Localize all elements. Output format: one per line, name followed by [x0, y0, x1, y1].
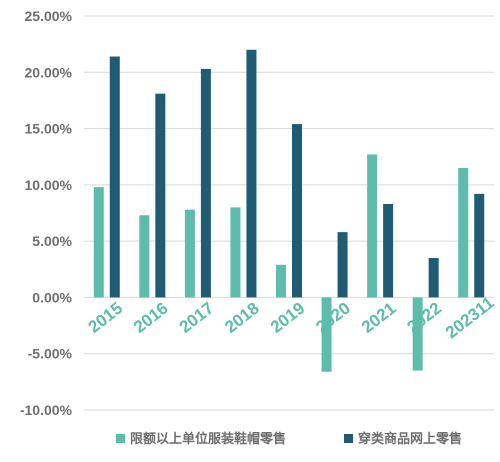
- y-tick-label: 20.00%: [25, 64, 73, 80]
- bar-series-2-2020: [337, 232, 348, 298]
- gridlines: [84, 15, 494, 411]
- x-category-label: 2015: [85, 299, 127, 337]
- x-category-label: 2021: [358, 299, 400, 337]
- y-axis-tick-labels: -10.00% -5.00% 0.00% 5.00% 10.00% 15.00% 20.00…: [20, 8, 73, 418]
- bar-series-1-2022: [412, 297, 423, 371]
- x-category-label: 202311: [442, 293, 498, 342]
- bars: [93, 49, 485, 372]
- bar-series-2-2016: [155, 93, 166, 298]
- legend-swatch: [344, 434, 353, 443]
- bar-series-2-2017: [200, 68, 211, 298]
- bar-series-1-2015: [93, 187, 104, 298]
- y-tick-label: 25.00%: [25, 8, 73, 24]
- legend: 限额以上单位服装鞋帽零售 穿类商品网上零售: [116, 431, 462, 447]
- bar-series-2-2015: [109, 56, 120, 298]
- bar-series-1-2017: [184, 209, 195, 298]
- y-tick-label: 0.00%: [32, 289, 72, 305]
- y-tick-label: -10.00%: [20, 402, 73, 418]
- y-tick-label: 10.00%: [25, 177, 73, 193]
- bar-series-1-2021: [367, 154, 378, 298]
- bar-series-1-2019: [276, 264, 286, 298]
- legend-label: 穿类商品网上零售: [358, 431, 462, 447]
- y-tick-label: 15.00%: [25, 121, 73, 137]
- bar-series-2-2018: [246, 49, 257, 298]
- bar-series-1-2020: [321, 297, 332, 372]
- bar-series-1-202311: [458, 167, 469, 298]
- bar-series-2-2019: [292, 124, 302, 298]
- bar-series-2-2021: [383, 203, 394, 298]
- bar-series-1-2018: [230, 207, 241, 298]
- x-category-label: 2017: [176, 299, 218, 337]
- bar-series-2-202311: [474, 193, 485, 298]
- legend-swatch: [116, 434, 125, 443]
- x-category-label: 2020: [312, 299, 354, 337]
- bar-series-2-2022: [428, 258, 439, 298]
- x-category-label: 2022: [404, 299, 446, 337]
- bar-series-1-2016: [139, 215, 150, 298]
- y-tick-label: -5.00%: [28, 346, 73, 362]
- y-tick-label: 5.00%: [32, 233, 72, 249]
- x-category-label: 2016: [130, 299, 172, 337]
- legend-label: 限额以上单位服装鞋帽零售: [130, 431, 286, 447]
- x-category-label: 2019: [267, 299, 309, 337]
- x-category-label: 2018: [221, 299, 263, 337]
